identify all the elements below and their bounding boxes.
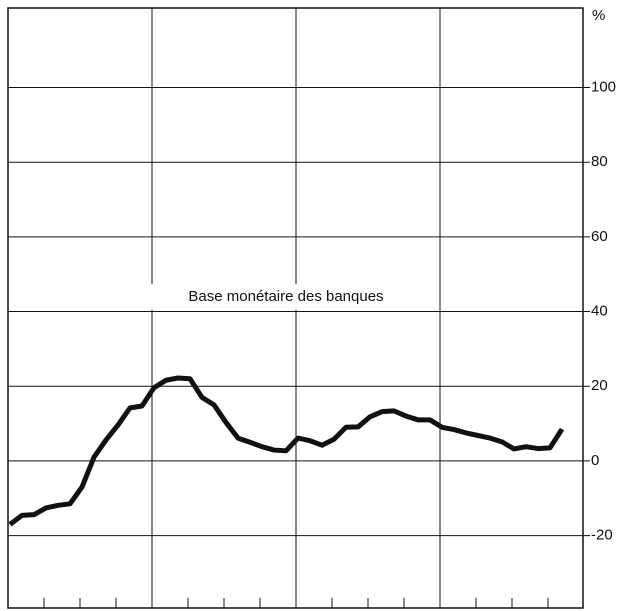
series-line bbox=[8, 375, 565, 527]
y-tick-label: 40 bbox=[591, 303, 608, 320]
y-tick-label: 100 bbox=[591, 78, 616, 95]
annotation: Base monétaire des banques bbox=[188, 288, 383, 305]
x-ticks bbox=[43, 598, 549, 608]
y-tick-label: -20 bbox=[591, 527, 613, 544]
y-tick-label: 80 bbox=[591, 153, 608, 170]
y-tick-label: 0 bbox=[591, 452, 599, 469]
y-unit: % bbox=[592, 7, 605, 24]
y-tick-label: 60 bbox=[591, 228, 608, 245]
annotation-bg bbox=[142, 284, 432, 310]
y-tick-label: 20 bbox=[591, 377, 608, 394]
